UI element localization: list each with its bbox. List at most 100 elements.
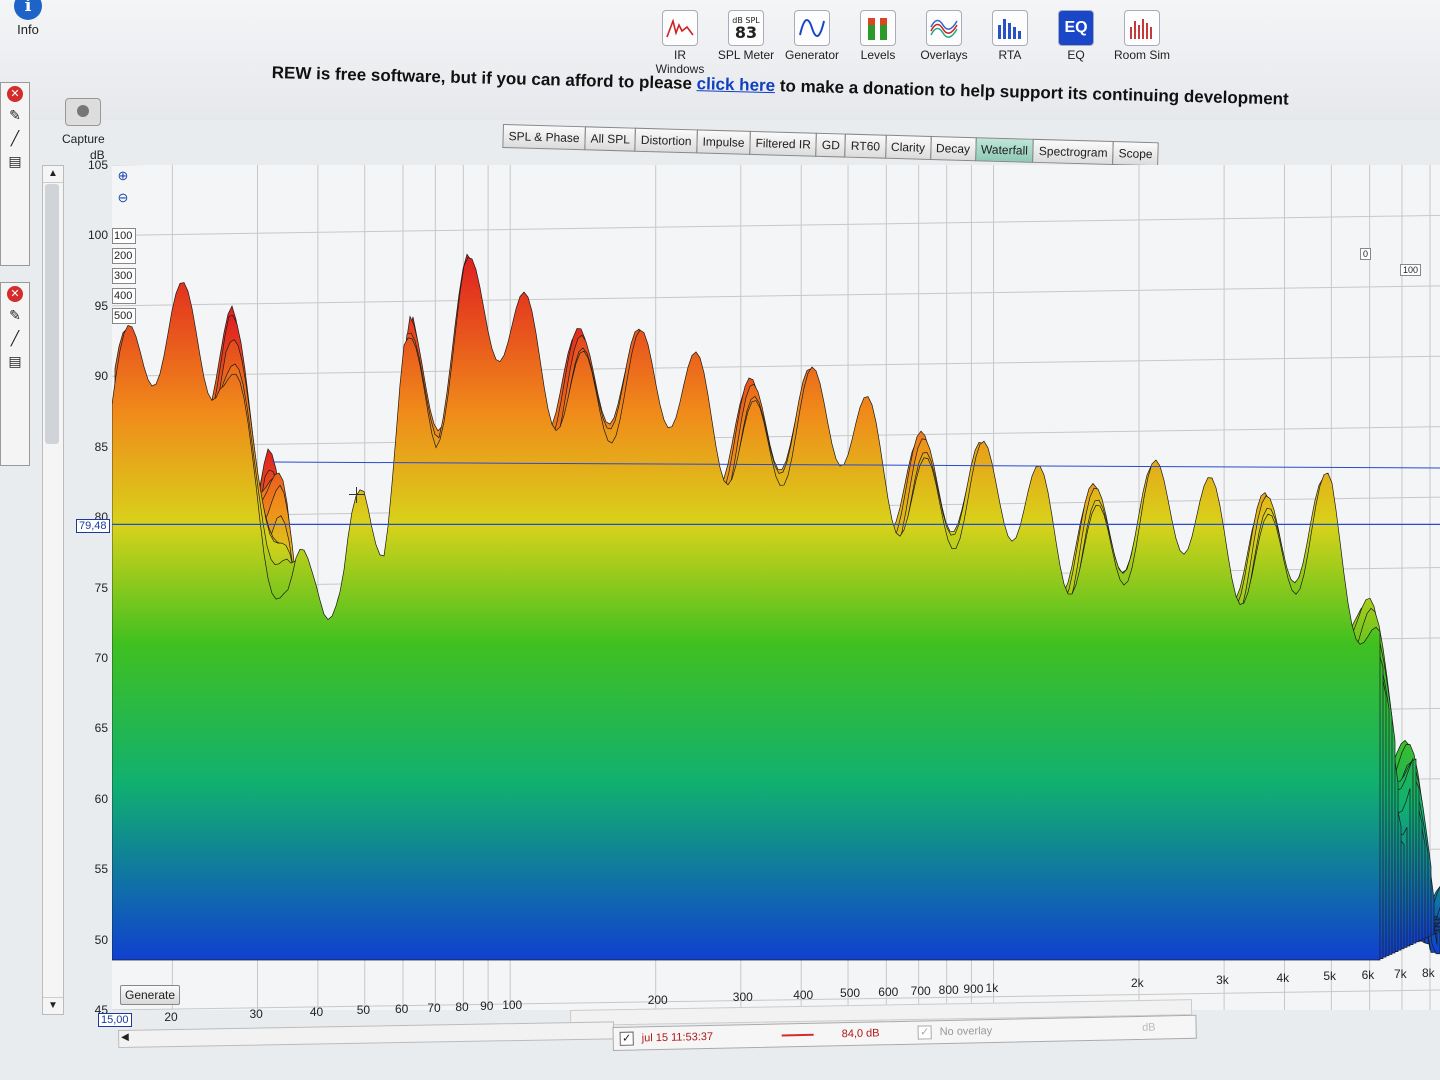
overlays-button[interactable]: Overlays	[914, 10, 974, 76]
levels-button[interactable]: Levels	[848, 10, 908, 76]
reference-level-line	[271, 461, 1440, 469]
waterfall-slice	[112, 257, 1381, 961]
capture-button[interactable]: Capture	[62, 98, 105, 146]
measurement-name: jul 15 11:53:37	[641, 1030, 714, 1045]
notes-2-icon[interactable]: ▤	[8, 353, 22, 369]
x-tick-label: 70	[427, 1000, 441, 1015]
eq-button[interactable]: EQ EQ	[1046, 10, 1106, 76]
measurement-controls-2: ✕ ✎ ╱ ▤	[0, 282, 30, 466]
x-tick-label: 400	[793, 987, 814, 1002]
depth-label-end: 100	[1400, 264, 1422, 276]
overlays-label: Overlays	[920, 48, 968, 62]
scroll-thumb[interactable]	[45, 184, 59, 444]
tab-decay[interactable]: Decay	[929, 135, 977, 162]
room-sim-icon	[1124, 10, 1160, 46]
time-range-item[interactable]: 100	[112, 228, 136, 244]
main-toolbar: IR Windows dB SPL 83 SPL Meter Generator…	[650, 10, 1172, 76]
tab-filtered-ir[interactable]: Filtered IR	[749, 130, 818, 157]
time-range-item[interactable]: 500	[112, 308, 136, 324]
overlay-db-label: dB	[1142, 1021, 1156, 1034]
generator-button[interactable]: Generator	[782, 10, 842, 76]
x-tick-label: 300	[732, 989, 753, 1004]
rta-label: RTA	[998, 48, 1022, 62]
x-tick-label: 6k	[1361, 967, 1375, 982]
generator-icon	[794, 10, 830, 46]
cursor-y-readout: 79,48	[76, 519, 110, 533]
tab-impulse[interactable]: Impulse	[696, 129, 751, 155]
ir-windows-button[interactable]: IR Windows	[650, 10, 710, 76]
info-label: Info	[17, 22, 39, 37]
overlay-checkbox[interactable]: ✓	[917, 1025, 932, 1040]
x-tick-label: 4k	[1276, 970, 1290, 985]
y-tick-label: 70	[94, 650, 108, 665]
y-tick-label: 65	[94, 721, 108, 736]
tab-scope[interactable]: Scope	[1112, 141, 1159, 167]
edit-measurement-2-icon[interactable]: ✎	[9, 307, 21, 323]
measurement-checkbox[interactable]: ✓	[619, 1031, 634, 1046]
tab-distortion[interactable]: Distortion	[634, 127, 698, 154]
x-tick-label: 1k	[985, 981, 999, 996]
tab-all-spl[interactable]: All SPL	[584, 126, 637, 152]
x-tick-label: 900	[963, 981, 984, 996]
time-range-item[interactable]: 300	[112, 268, 136, 284]
tab-spectrogram[interactable]: Spectrogram	[1032, 138, 1114, 166]
time-range-list: 100 200 300 400 500	[112, 228, 136, 328]
waterfall-chart	[112, 165, 1440, 1010]
donation-text-after: to make a donation to help support its c…	[774, 76, 1289, 109]
time-range-item[interactable]: 400	[112, 288, 136, 304]
donation-link[interactable]: click here	[696, 74, 776, 96]
overlay-selector: ✓ jul 15 11:53:37 84,0 dB ✓ No overlay d…	[612, 1014, 1197, 1051]
overlays-icon	[926, 10, 962, 46]
crosshair-cursor	[349, 487, 365, 503]
info-icon: i	[14, 0, 42, 20]
edit-measurement-icon[interactable]: ✎	[9, 107, 21, 123]
tab-gd[interactable]: GD	[815, 132, 847, 158]
y-axis-unit: dB	[90, 148, 105, 162]
rta-button[interactable]: RTA	[980, 10, 1040, 76]
top-toolbar: i Info IR Windows dB SPL 83 SPL Meter Ge…	[0, 0, 1440, 120]
x-tick-label: 80	[455, 999, 469, 1014]
scroll-down-icon[interactable]: ▼	[43, 997, 63, 1014]
x-tick-label: 60	[394, 1001, 409, 1016]
waterfall-plot[interactable]	[112, 165, 1440, 1010]
cursor-x-readout: 15,00	[98, 1013, 132, 1027]
x-tick-label: 800	[938, 982, 959, 997]
scroll-left-icon[interactable]: ◀	[121, 1031, 129, 1043]
remove-measurement-2-icon[interactable]: ✕	[7, 286, 23, 302]
tab-clarity[interactable]: Clarity	[884, 134, 932, 160]
levels-label: Levels	[860, 48, 896, 62]
room-sim-button[interactable]: Room Sim	[1112, 10, 1172, 76]
camera-icon	[65, 98, 102, 126]
scroll-up-icon[interactable]: ▲	[43, 166, 63, 183]
zoom-in-icon[interactable]: ⊕	[117, 168, 129, 183]
tab-waterfall[interactable]: Waterfall	[974, 137, 1035, 163]
y-tick-label: 75	[94, 580, 108, 595]
info-button[interactable]: i Info	[10, 0, 46, 37]
x-tick-label: 3k	[1216, 973, 1229, 988]
generate-button[interactable]: Generate	[120, 985, 181, 1005]
measurement-color-line	[781, 1033, 814, 1037]
graph-tabs: SPL & Phase All SPL Distortion Impulse F…	[502, 124, 1159, 167]
levels-icon	[860, 10, 896, 46]
vertical-scrollbar[interactable]: ▲ ▼	[42, 165, 64, 1015]
spl-meter-label: SPL Meter	[717, 48, 775, 62]
y-tick-label: 50	[94, 932, 108, 947]
notes-icon[interactable]: ▤	[8, 153, 22, 169]
x-tick-label: 50	[356, 1003, 371, 1018]
measurement-controls-1: ✕ ✎ ╱ ▤	[0, 82, 30, 266]
tab-rt60[interactable]: RT60	[844, 133, 887, 159]
zoom-out-icon[interactable]: ⊖	[117, 190, 129, 205]
depth-label-start: 0	[1360, 248, 1372, 260]
color-line-icon[interactable]: ╱	[10, 130, 20, 146]
x-tick-label: 5k	[1323, 969, 1337, 984]
spl-meter-button[interactable]: dB SPL 83 SPL Meter	[716, 10, 776, 76]
tab-spl-phase[interactable]: SPL & Phase	[502, 124, 586, 151]
y-tick-label: 95	[94, 298, 108, 313]
capture-label: Capture	[62, 132, 105, 146]
color-line-2-icon[interactable]: ╱	[10, 330, 20, 346]
time-range-item[interactable]: 200	[112, 248, 136, 264]
x-tick-label: 600	[878, 984, 899, 999]
remove-measurement-icon[interactable]: ✕	[7, 86, 23, 102]
y-tick-label: 100	[87, 228, 108, 243]
horizontal-scrollbar[interactable]: ◀	[118, 1021, 615, 1048]
